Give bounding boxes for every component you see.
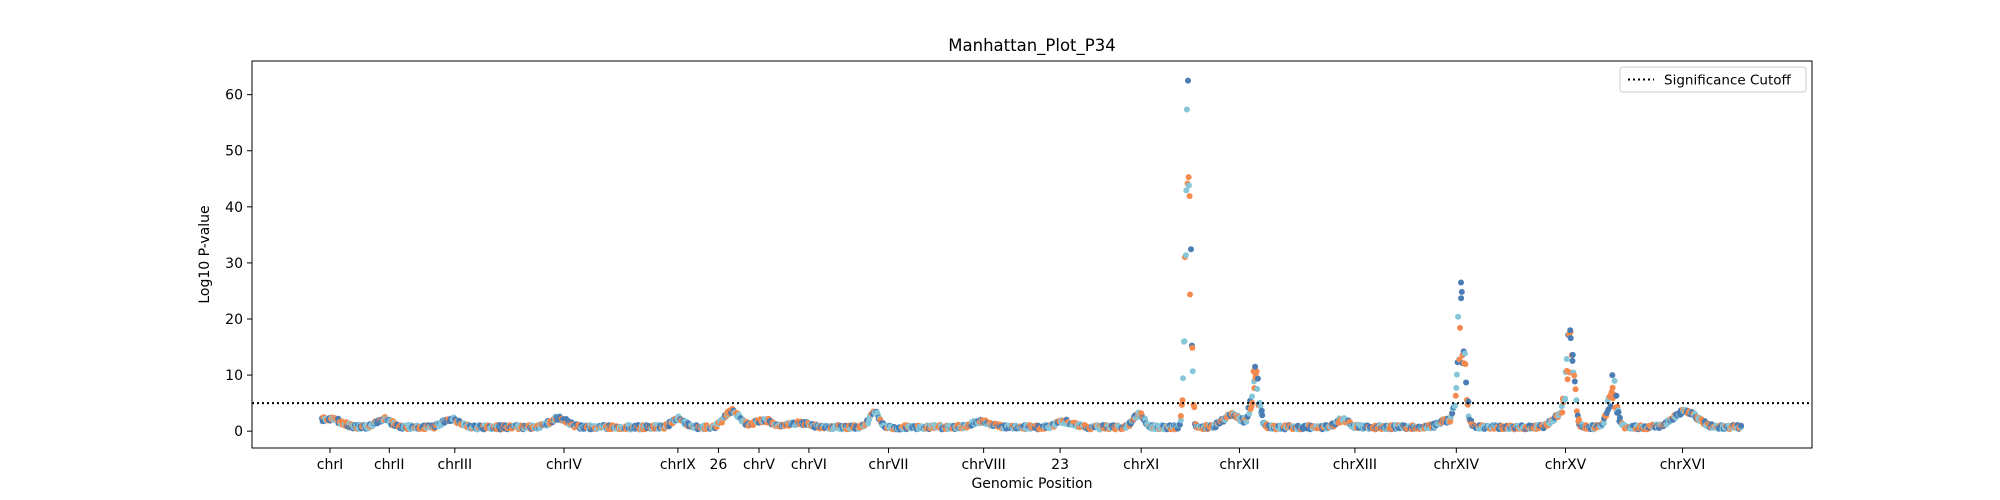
x-tick-label: chrII [374, 457, 405, 473]
x-tick-label: chrIV [546, 457, 582, 473]
data-point [1571, 372, 1578, 379]
data-point [1453, 371, 1460, 378]
peak-point [1458, 279, 1464, 286]
data-point [1458, 288, 1465, 295]
data-point [1191, 404, 1198, 411]
x-tick-label: chrXIV [1434, 457, 1480, 473]
data-point [1564, 376, 1571, 383]
y-tick-label: 40 [225, 200, 243, 216]
data-point [1182, 252, 1189, 259]
data-point [1607, 403, 1614, 410]
x-axis-title: Genomic Position [971, 476, 1092, 492]
data-point [1571, 378, 1578, 385]
x-tick-label: chrVI [791, 457, 827, 473]
data-point [1738, 422, 1745, 429]
data-point [1569, 351, 1576, 358]
data-point [1562, 395, 1569, 402]
data-point [1453, 384, 1460, 391]
data-point [1457, 324, 1463, 331]
data-point [1461, 350, 1468, 357]
data-point [1559, 409, 1566, 416]
data-point [1615, 409, 1622, 416]
legend: Significance Cutoff [1619, 66, 1807, 93]
data-point [1177, 413, 1184, 419]
data-point [1243, 418, 1250, 425]
data-point [1613, 392, 1620, 399]
peak-point [1252, 363, 1259, 370]
y-tick-label: 30 [225, 256, 243, 272]
data-point [1183, 106, 1190, 113]
data-point [1449, 410, 1456, 417]
data-point [1609, 384, 1616, 391]
data-point [1259, 412, 1266, 419]
data-point [1189, 344, 1196, 351]
x-axis: chrI chrII chrIII chrIV chrIX 26 chrV chrVI chrV… [317, 448, 1706, 473]
peak-point [1185, 77, 1191, 84]
x-tick-label: chrVII [868, 457, 908, 473]
y-tick-label: 20 [225, 312, 243, 328]
data-point [1465, 398, 1472, 405]
x-tick-label: chrXV [1545, 457, 1587, 473]
x-tick-label: chrXVI [1660, 457, 1706, 473]
x-tick-label: chrXI [1123, 457, 1159, 473]
data-point [1185, 182, 1192, 189]
peak-point [1609, 372, 1616, 379]
x-tick-label: chrVIII [961, 457, 1005, 473]
x-tick-label: 23 [1051, 457, 1069, 473]
x-tick-label: chrXIII [1333, 457, 1377, 473]
data-point [1455, 313, 1462, 320]
x-tick-label: chrIX [660, 457, 696, 473]
data-point [1611, 377, 1618, 384]
points-layer [319, 77, 1745, 433]
data-point [1452, 392, 1459, 399]
legend-box [1619, 66, 1807, 93]
data-point [1185, 174, 1192, 181]
chart-title: Manhattan_Plot_P34 [948, 36, 1115, 56]
data-point [1181, 338, 1188, 345]
data-point [1177, 417, 1184, 424]
data-point [1452, 402, 1458, 409]
data-point [1254, 386, 1261, 392]
y-axis-title: Log10 P-value [197, 205, 213, 303]
data-point [1188, 246, 1194, 253]
x-tick-label: chrI [317, 457, 343, 473]
x-tick-label: chrXII [1219, 457, 1259, 473]
data-point [1187, 291, 1193, 298]
data-point [1189, 368, 1196, 375]
data-point [1258, 407, 1265, 414]
plot-frame [251, 60, 1813, 449]
data-point [1249, 393, 1255, 400]
y-tick-label: 0 [234, 424, 243, 440]
peak-point [1567, 327, 1574, 334]
y-tick-label: 10 [225, 368, 243, 384]
data-point [1569, 357, 1576, 364]
data-point [1186, 193, 1193, 200]
data-point [1573, 397, 1580, 404]
data-point [1458, 295, 1465, 302]
data-point [1567, 335, 1574, 342]
x-tick-label: 26 [710, 457, 728, 473]
data-point [1246, 410, 1253, 417]
data-point [1254, 375, 1261, 382]
y-tick-label: 60 [225, 88, 243, 104]
data-point [1180, 375, 1186, 382]
y-tick-label: 50 [225, 144, 243, 160]
data-point [1600, 420, 1607, 427]
data-point [1572, 386, 1579, 393]
y-axis: 0 10 20 30 40 50 60 [225, 88, 252, 440]
data-point [1563, 356, 1570, 362]
data-point [1463, 379, 1470, 386]
x-tick-label: chrV [743, 457, 775, 473]
data-point [1462, 361, 1469, 368]
data-point [1183, 187, 1190, 194]
x-tick-label: chrIII [437, 457, 472, 473]
data-point [1253, 368, 1260, 375]
data-point [1616, 414, 1623, 421]
data-point [1179, 397, 1186, 404]
legend-label: Significance Cutoff [1664, 73, 1792, 89]
data-point [1257, 403, 1264, 409]
